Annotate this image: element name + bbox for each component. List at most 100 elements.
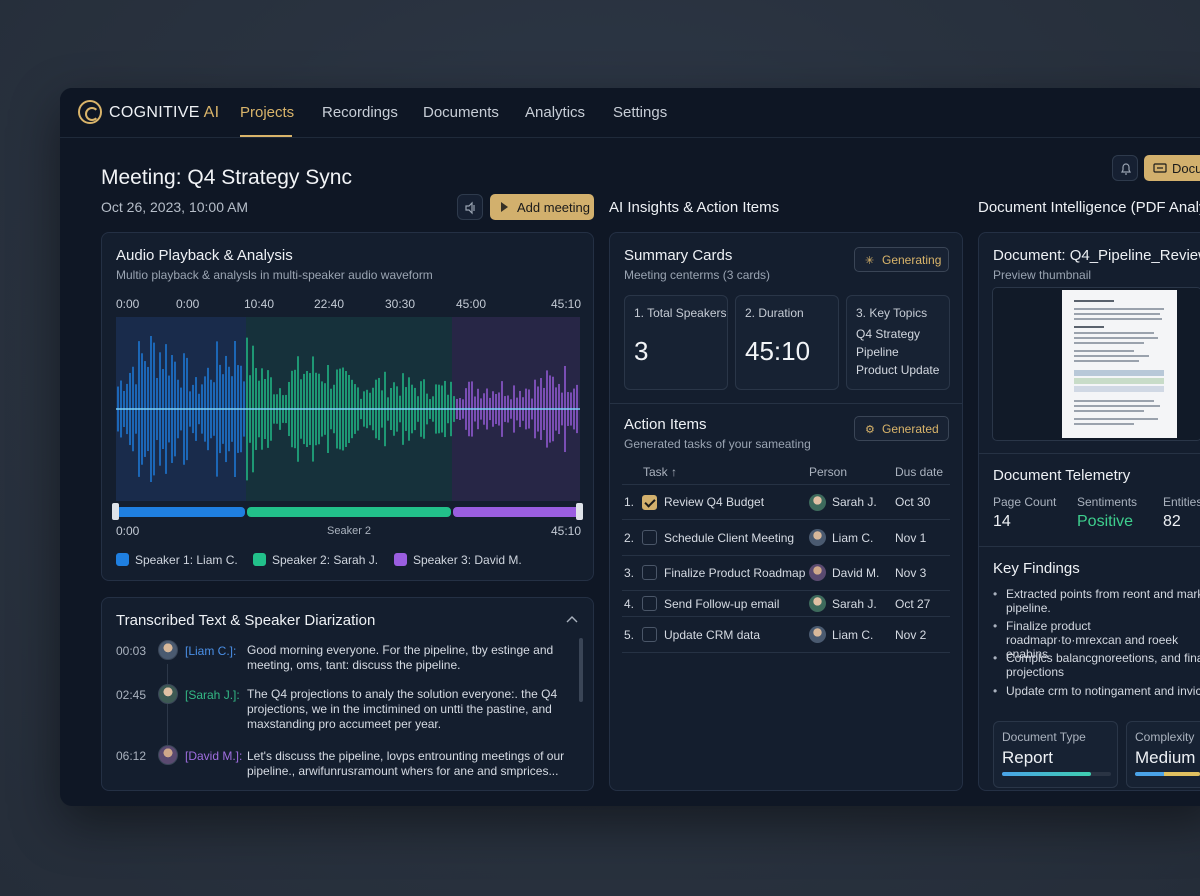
- column-header-person[interactable]: Person: [809, 465, 848, 479]
- legend-swatch-speaker-2: [253, 553, 266, 566]
- notification-button[interactable]: [1112, 155, 1138, 181]
- task-name: Send Follow-up email: [664, 597, 780, 611]
- stat-label: 3. Key Topics: [856, 306, 928, 320]
- task-checkbox[interactable]: [642, 565, 657, 580]
- stat-card-topics: 3. Key Topics Q4 Strategy Pipeline Produ…: [846, 295, 950, 390]
- time-tick: 45:10: [551, 297, 582, 311]
- transcript-text: Good morning everyone. For the pipeline,…: [247, 643, 554, 672]
- generated-status-button[interactable]: ⚙ Generated: [854, 416, 949, 441]
- timeline-speaker-2[interactable]: [247, 507, 451, 517]
- transcript-panel: Transcribed Text & Speaker Diarization 0…: [101, 597, 594, 791]
- task-person: Sarah J.: [832, 495, 877, 509]
- tab-projects[interactable]: Projects: [240, 104, 295, 121]
- transcript-scrollbar[interactable]: [579, 638, 583, 702]
- top-nav-bar: COGNITIVE AI Projects Recordings Documen…: [60, 88, 1200, 138]
- task-due: Nov 2: [895, 628, 927, 642]
- document-button[interactable]: Docu: [1144, 155, 1200, 181]
- time-tick: 22:40: [314, 297, 345, 311]
- divider: [622, 484, 950, 485]
- telemetry-title: Document Telemetry: [993, 467, 1131, 484]
- add-meeting-button[interactable]: Add meeting: [490, 194, 594, 220]
- time-tick: 45:00: [456, 297, 487, 311]
- row-number: 1.: [624, 495, 635, 509]
- task-name: Finalize Product Roadmap: [664, 566, 806, 580]
- avatar: [809, 595, 826, 612]
- logo-icon: [78, 100, 102, 124]
- legend-label-speaker-1: Speaker 1: Liam C.: [135, 553, 238, 567]
- avatar: [158, 684, 178, 704]
- entities-value: 82: [1163, 513, 1181, 530]
- generating-status-button[interactable]: ✳ Generating: [854, 247, 949, 272]
- transcript-speaker: [David M.]:: [185, 749, 243, 763]
- audio-waveform[interactable]: [116, 317, 580, 501]
- task-checkbox[interactable]: [642, 495, 657, 510]
- audio-panel: Audio Playback & Analysis Multio playbac…: [101, 232, 594, 581]
- document-type-card: Document Type Report: [993, 721, 1118, 788]
- task-due: Nov 3: [895, 566, 927, 580]
- avatar: [158, 640, 178, 660]
- task-person: Liam C.: [832, 628, 874, 642]
- transcript-time: 02:45: [116, 688, 147, 702]
- page-count-value: 14: [993, 513, 1011, 530]
- transcript-speaker: [Sarah J.]:: [185, 688, 240, 702]
- stat-label: 2. Duration: [745, 306, 804, 320]
- transcript-timeline-line: [167, 664, 168, 754]
- task-person: Liam C.: [832, 531, 874, 545]
- avatar: [809, 529, 826, 546]
- waveform-graphic: [116, 336, 580, 482]
- document-thumbnail: [1062, 290, 1177, 438]
- transcript-speaker: [Liam C.]:: [185, 644, 237, 658]
- audio-panel-subtitle: Multio playback & analysls in multi-spea…: [116, 268, 433, 282]
- document-icon: [1153, 163, 1167, 173]
- column-header-task[interactable]: Task ↑: [643, 465, 678, 479]
- task-checkbox[interactable]: [642, 596, 657, 611]
- tab-recordings[interactable]: Recordings: [322, 104, 398, 121]
- document-title: Document: Q4_Pipeline_Review.p: [993, 247, 1200, 264]
- time-tick: 30:30: [385, 297, 416, 311]
- document-preview[interactable]: [992, 287, 1200, 441]
- time-tick: 0:00: [116, 297, 140, 311]
- timeline-speaker-3[interactable]: [453, 507, 580, 517]
- divider: [622, 616, 950, 617]
- timeline-speaker-1[interactable]: [116, 507, 245, 517]
- legend-label-speaker-3: Speaker 3: David M.: [413, 553, 522, 567]
- row-number: 4.: [624, 597, 635, 611]
- legend-swatch-speaker-3: [394, 553, 407, 566]
- divider: [622, 590, 950, 591]
- entities-label: Entities: [1163, 495, 1200, 509]
- audio-toggle-button[interactable]: [457, 194, 483, 220]
- topic-item: Q4 Strategy: [856, 327, 921, 341]
- task-checkbox[interactable]: [642, 530, 657, 545]
- page-count-label: Page Count: [993, 495, 1057, 509]
- divider: [622, 519, 950, 520]
- speaker-icon: [465, 201, 475, 215]
- legend-swatch-speaker-1: [116, 553, 129, 566]
- timeline-start-handle[interactable]: [112, 503, 119, 520]
- timeline-start-label: 0:00: [116, 524, 140, 538]
- topic-item: Pipeline: [856, 345, 899, 359]
- tab-analytics[interactable]: Analytics: [525, 104, 586, 121]
- chevron-up-icon[interactable]: [566, 615, 578, 623]
- action-items-subtitle: Generated tasks of your sameating: [624, 437, 811, 451]
- divider: [979, 546, 1200, 547]
- task-name: Schedule Client Meeting: [664, 531, 795, 545]
- task-checkbox[interactable]: [642, 627, 657, 642]
- avatar: [809, 564, 826, 581]
- column-header-due[interactable]: Dus date: [895, 465, 944, 479]
- divider: [622, 555, 950, 556]
- tab-settings[interactable]: Settings: [613, 104, 668, 121]
- time-tick: 0:00: [176, 297, 200, 311]
- complexity-label: Complexity: [1135, 730, 1195, 744]
- key-findings-title: Key Findings: [993, 560, 1080, 577]
- finding-item: Extracted points from reont and mark pip…: [993, 587, 1200, 615]
- tab-documents[interactable]: Documents: [423, 104, 499, 121]
- timeline-end-handle[interactable]: [576, 503, 583, 520]
- doc-intel-column-title: Document Intelligence (PDF Analy: [978, 199, 1200, 216]
- sentiment-label: Sentiments: [1077, 495, 1138, 509]
- divider: [622, 652, 950, 653]
- complexity-value: Medium: [1135, 748, 1196, 767]
- app-window: COGNITIVE AI Projects Recordings Documen…: [60, 88, 1200, 806]
- task-due: Oct 27: [895, 597, 931, 611]
- transcript-text: Let's discuss the pipeline, lovps entrou…: [247, 749, 565, 778]
- brand-name: COGNITIVE AI: [109, 104, 220, 121]
